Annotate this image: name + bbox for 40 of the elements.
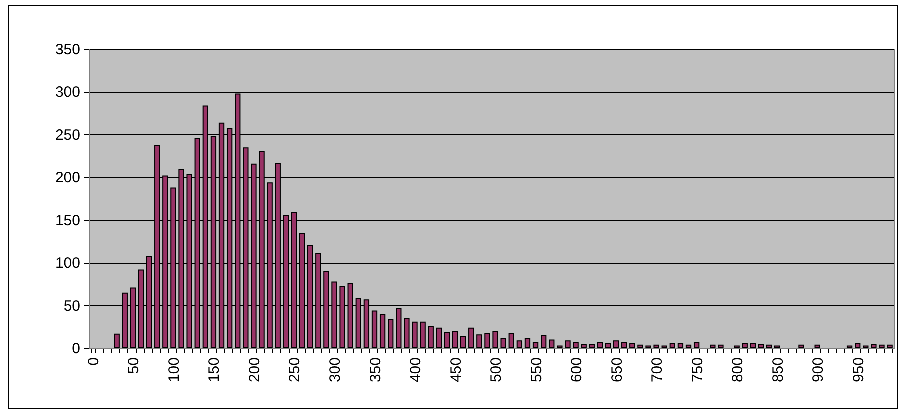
y-tick-label: 200 (55, 170, 80, 187)
x-tick-label: 100 (166, 358, 183, 383)
x-tick-label: 350 (367, 358, 384, 383)
x-tick-label: 150 (206, 358, 224, 383)
x-tick-label: 450 (448, 358, 465, 383)
x-tick-label: 750 (689, 358, 706, 383)
bar (468, 328, 474, 348)
y-tick-label: 100 (55, 255, 80, 272)
bar (444, 332, 450, 348)
x-tick-label: 800 (730, 358, 747, 383)
bar (597, 342, 604, 348)
bar (766, 344, 772, 348)
bar (605, 343, 612, 348)
x-tick-label: 650 (608, 358, 626, 383)
y-tick-label: 300 (55, 84, 80, 102)
x-tick-label: 0 (85, 358, 102, 366)
x-tick-label: 50 (126, 358, 143, 374)
x-tick-label: 550 (528, 358, 546, 383)
y-tick-label: 150 (55, 212, 80, 230)
x-tick-label: 600 (568, 358, 586, 383)
bar (630, 343, 636, 348)
x-tick-label: 850 (770, 358, 787, 383)
x-tick-label: 250 (286, 358, 304, 383)
x-tick-label: 900 (810, 358, 828, 383)
bar (613, 340, 620, 348)
bar (452, 331, 458, 348)
y-tick-label: 350 (55, 42, 80, 58)
x-tick-label: 200 (246, 358, 264, 383)
y-tick-label: 50 (64, 298, 80, 315)
bar (460, 336, 466, 348)
bar (750, 343, 756, 348)
bar (758, 344, 764, 348)
y-tick-label: 250 (55, 126, 80, 144)
bar (622, 342, 628, 348)
x-tick-label: 300 (326, 358, 344, 383)
x-tick-label: 700 (649, 358, 666, 383)
x-tick-label: 950 (850, 358, 868, 383)
x-tick-label: 500 (488, 358, 506, 383)
x-tick-label: 400 (408, 358, 425, 383)
y-tick-label: 0 (72, 340, 80, 358)
